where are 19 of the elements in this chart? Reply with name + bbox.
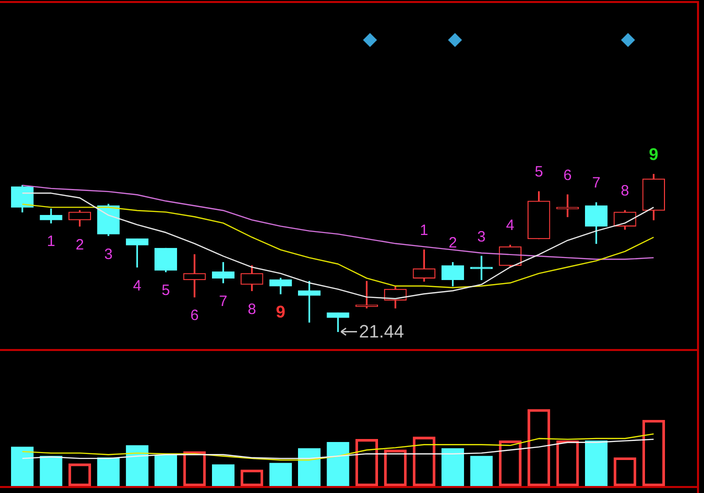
text: 3 (477, 228, 486, 246)
text: 5 (162, 282, 170, 300)
text: 4 (132, 277, 142, 294)
text: 8 (620, 182, 630, 200)
text: 3 (104, 246, 113, 263)
text: 7 (592, 174, 600, 192)
text: 6 (563, 166, 572, 184)
text: 4 (506, 217, 514, 234)
text: 9 (648, 144, 658, 164)
text: 8 (248, 300, 256, 318)
text: 9 (276, 302, 286, 322)
text: 7 (219, 293, 228, 310)
text: 2 (76, 236, 84, 254)
text: 6 (190, 307, 199, 324)
text: 2 (448, 234, 457, 252)
text: 5 (534, 164, 544, 181)
text: 1 (46, 233, 56, 250)
annotation: 21.44 (359, 322, 404, 342)
text: 1 (420, 222, 428, 239)
